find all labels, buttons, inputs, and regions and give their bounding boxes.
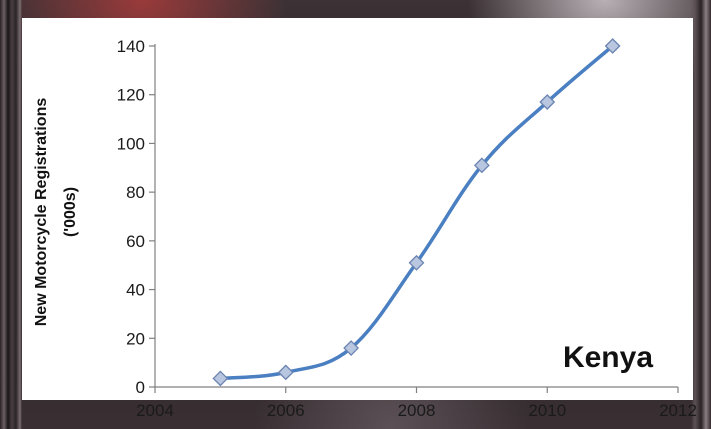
series-line	[220, 44, 614, 381]
data-markers	[212, 38, 621, 387]
chart-panel	[22, 18, 693, 400]
y-axis-label-line1: New Motorcycle Registrations	[33, 98, 50, 327]
x-tick-label: 2010	[528, 401, 566, 420]
x-tick-label: 2012	[659, 401, 697, 420]
data-point-marker	[539, 94, 556, 110]
data-point-marker	[473, 157, 490, 174]
y-tick-label: 100	[117, 134, 145, 153]
y-tick-label: 60	[126, 232, 145, 251]
data-point-marker	[604, 38, 621, 54]
x-tick-label: 2004	[136, 401, 174, 420]
axes	[149, 44, 679, 393]
x-tick-labels: 2004 2006 2008 2010 2012	[136, 401, 697, 420]
country-annotation: Kenya	[563, 341, 653, 374]
y-tick-label: 140	[117, 37, 145, 56]
x-tick-label: 2008	[398, 401, 436, 420]
x-tick-label: 2006	[267, 401, 305, 420]
y-axis-label-line2: ('000s)	[62, 187, 79, 237]
y-tick-labels: 0 20 40 60 80 100 120 140	[117, 37, 145, 397]
y-tick-label: 40	[126, 281, 145, 300]
data-point-marker	[212, 370, 229, 387]
data-point-marker	[277, 364, 294, 381]
data-point-marker	[343, 340, 360, 356]
y-tick-label: 120	[117, 86, 145, 105]
data-point-marker	[408, 254, 425, 271]
y-tick-label: 0	[136, 378, 145, 397]
y-tick-label: 20	[126, 329, 145, 348]
y-tick-label: 80	[126, 183, 145, 202]
